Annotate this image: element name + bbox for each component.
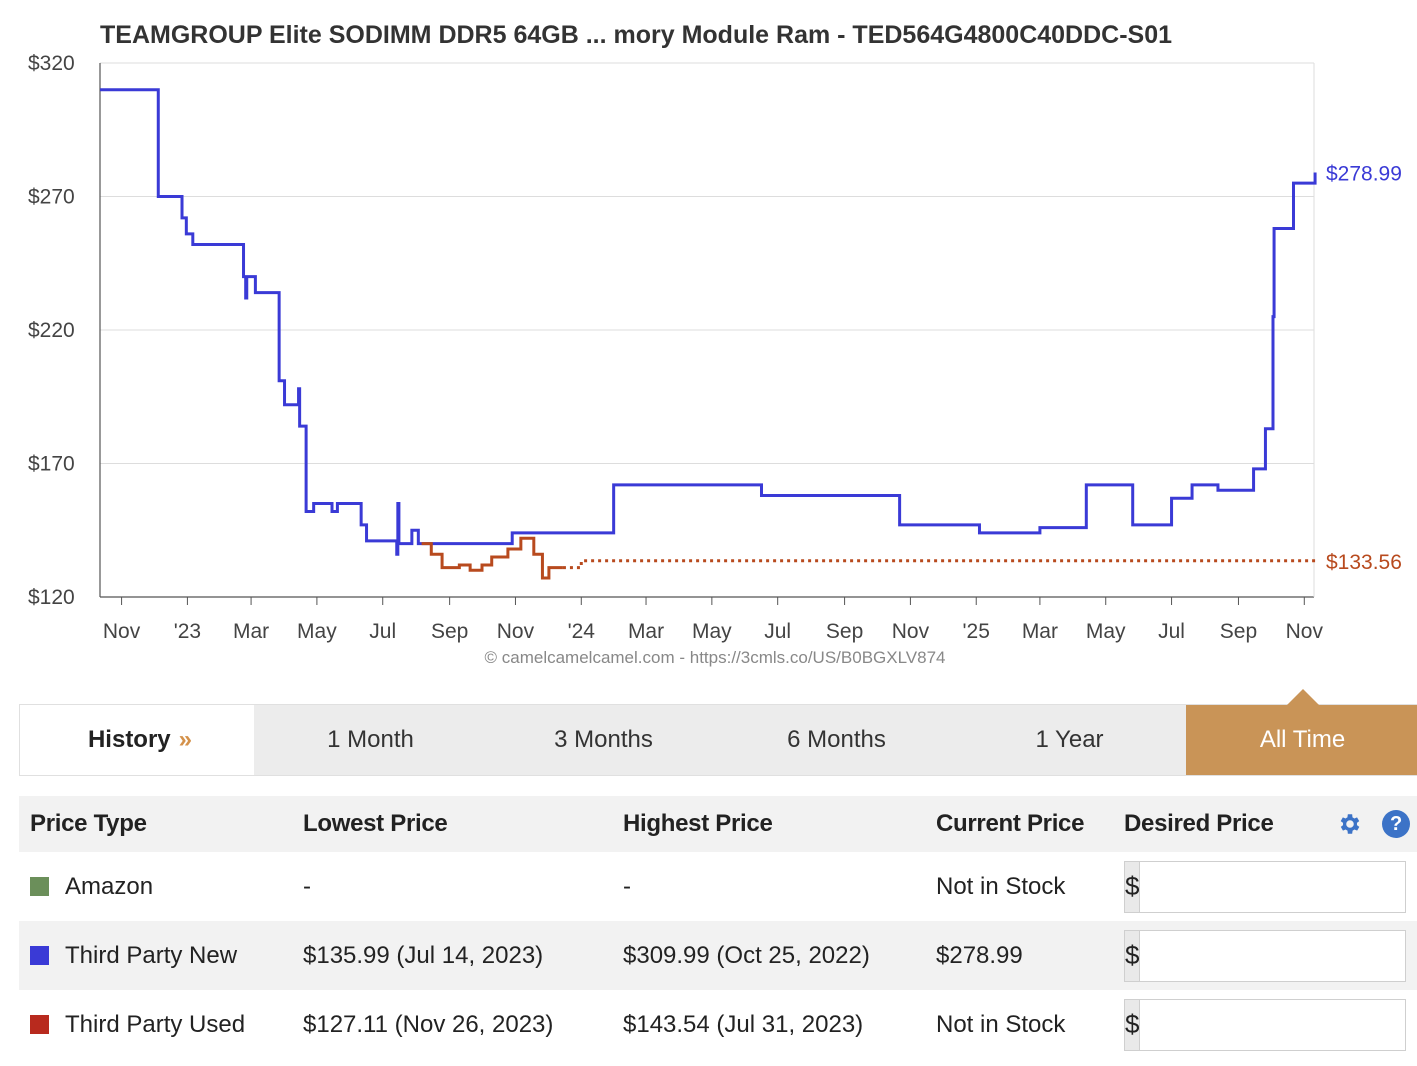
x-tick-label: May	[1086, 620, 1126, 643]
y-tick-label: $320	[28, 52, 75, 75]
price-history-chart: TEAMGROUP Elite SODIMM DDR5 64GB ... mor…	[28, 21, 1402, 667]
table-row: Third Party Used $127.11 (Nov 26, 2023) …	[19, 990, 1417, 1059]
dollar-prefix: $	[1125, 861, 1141, 912]
header-lowest-price: Lowest Price	[292, 796, 612, 852]
current-price-cell: $278.99	[925, 921, 1113, 990]
y-tick-label: $270	[28, 186, 75, 209]
price-type-cell: Third Party Used	[19, 990, 292, 1059]
series-line-third-party-used	[421, 536, 563, 580]
chart-svg: TEAMGROUP Elite SODIMM DDR5 64GB ... mor…	[28, 21, 1402, 667]
header-desired-price: Desired Price ?	[1113, 796, 1417, 852]
active-tab-notch	[1286, 689, 1319, 705]
price-type-label: Amazon	[65, 872, 154, 900]
table-header-row: Price Type Lowest Price Highest Price Cu…	[19, 796, 1417, 852]
x-tick-label: Nov	[892, 620, 930, 643]
range-tabs: History » 1 Month 3 Months 6 Months 1 Ye…	[19, 689, 1417, 776]
dollar-prefix: $	[1125, 930, 1141, 981]
x-tick-label: Mar	[233, 620, 269, 643]
desired-price-input[interactable]	[1140, 861, 1417, 912]
price-type-label: Third Party New	[65, 941, 238, 969]
desired-price-field: $	[1124, 998, 1417, 1051]
chart-title: TEAMGROUP Elite SODIMM DDR5 64GB ... mor…	[100, 21, 1172, 49]
legend-swatch-amazon	[30, 876, 49, 896]
x-tick-label: Mar	[628, 620, 664, 643]
current-price-cell: Not in Stock	[936, 872, 1066, 900]
tab-1-year[interactable]: 1 Year	[1035, 726, 1104, 753]
y-tick-label: $220	[28, 319, 75, 342]
tab-6-months[interactable]: 6 Months	[787, 726, 886, 753]
x-tick-label: Jul	[1158, 620, 1185, 643]
x-tick-label: Jul	[369, 620, 396, 643]
lowest-price-cell: $135.99 (Jul 14, 2023)	[292, 921, 612, 990]
x-tick-label: '25	[963, 620, 990, 643]
lowest-price-cell: $127.11 (Nov 26, 2023)	[303, 1010, 554, 1038]
legend-swatch-third-party-used	[30, 1014, 49, 1034]
desired-price-cell: $	[1113, 921, 1417, 990]
header-highest-price: Highest Price	[612, 796, 925, 852]
end-label-third-party-used: $133.56	[1326, 551, 1402, 574]
series-dotted-third-party-used	[562, 559, 1316, 570]
tab-1-month[interactable]: 1 Month	[327, 726, 414, 753]
legend-swatch-third-party-new	[30, 945, 49, 965]
tab-history[interactable]: History »	[20, 705, 254, 775]
gridlines	[100, 62, 1315, 598]
highest-price-cell: $309.99 (Oct 25, 2022)	[612, 921, 925, 990]
x-tick-label: Nov	[497, 620, 535, 643]
tab-all-time-label: All Time	[1259, 726, 1346, 753]
double-chevron-right-icon: »	[178, 726, 193, 753]
x-tick-label: Nov	[1286, 620, 1324, 643]
x-tick-label: '24	[568, 620, 596, 643]
help-icon[interactable]: ?	[1381, 810, 1410, 839]
price-type-cell: Amazon	[19, 852, 292, 921]
price-type-cell: Third Party New	[19, 921, 292, 990]
desired-price-input[interactable]	[1140, 930, 1417, 981]
header-desired-price-label: Desired Price	[1124, 809, 1274, 837]
price-type-label: Third Party Used	[65, 1010, 246, 1038]
header-price-type: Price Type	[19, 796, 292, 852]
x-tick-label: May	[297, 620, 337, 643]
x-tick-label: Mar	[1022, 620, 1058, 643]
price-table: Price Type Lowest Price Highest Price Cu…	[19, 796, 1417, 1059]
tab-3-months[interactable]: 3 Months	[554, 726, 653, 753]
x-tick-label: Sep	[1220, 620, 1257, 643]
desired-price-field: $	[1124, 860, 1417, 913]
desired-price-input[interactable]	[1140, 999, 1417, 1050]
header-current-price: Current Price	[925, 796, 1113, 852]
x-tick-label: May	[692, 620, 732, 643]
x-tick-label: Jul	[764, 620, 791, 643]
x-tick-label: Sep	[826, 620, 863, 643]
desired-price-cell: $	[1113, 852, 1417, 921]
tab-history-label: History	[87, 726, 171, 753]
desired-price-cell: $	[1113, 990, 1417, 1059]
axes: $120 $170 $220 $270 $320 Nov '23 Mar May Jul Sep No…	[28, 52, 1323, 643]
x-tick-label: '23	[174, 620, 201, 643]
chart-credit: © camelcamelcamel.com - https://3cmls.co…	[485, 648, 946, 667]
table-row: Third Party New $135.99 (Jul 14, 2023) $…	[19, 921, 1417, 990]
series-line-third-party-new	[100, 88, 1317, 556]
y-tick-label: $170	[28, 453, 75, 476]
current-price-cell: Not in Stock	[936, 1010, 1066, 1038]
lowest-price-cell: -	[303, 872, 311, 900]
x-tick-label: Sep	[431, 620, 468, 643]
y-tick-label: $120	[28, 586, 75, 609]
tab-all-time[interactable]: All Time	[1186, 689, 1417, 775]
gear-icon[interactable]	[1336, 810, 1364, 838]
table-row: Amazon - - Not in Stock $	[19, 852, 1417, 921]
end-label-third-party-new: $278.99	[1326, 162, 1402, 185]
highest-price-cell: $143.54 (Jul 31, 2023)	[623, 1010, 864, 1038]
series-layer: $278.99 $133.56	[100, 88, 1402, 580]
x-tick-label: Nov	[103, 620, 141, 643]
desired-price-field: $	[1124, 929, 1417, 982]
highest-price-cell: -	[623, 872, 631, 900]
dollar-prefix: $	[1125, 999, 1141, 1050]
